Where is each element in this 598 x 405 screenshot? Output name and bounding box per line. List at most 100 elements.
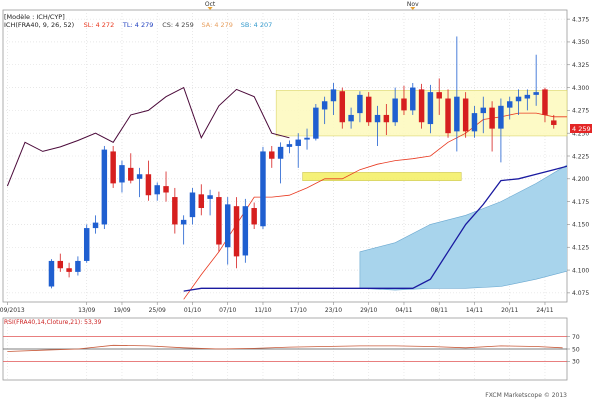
rsi-y-tick-label: 30 [572,359,580,366]
candle-body [189,192,196,218]
x-tick-label: 04/11 [395,307,412,314]
month-label: Nov [407,1,419,8]
candle-body [357,94,363,114]
x-tick-label: 08/11 [431,307,448,314]
candle-body [286,144,293,147]
y-tick-label: 4.150 [572,222,589,229]
candle-body [101,149,108,225]
month-marker-icon [410,7,416,10]
y-tick-label: 4.375 [572,16,589,23]
credit-text: FXCM Marketscope © 2013 [485,392,567,399]
y-tick-label: 4.350 [572,39,589,46]
month-marker-icon [207,7,213,10]
x-tick-label: 07/10 [219,307,236,314]
candle-body [410,87,416,111]
month-label: Oct [205,1,216,8]
candle-body [471,113,478,132]
candle-body [383,114,390,123]
candle-body [172,197,178,225]
rsi-y-tick-label: 70 [572,334,580,341]
candle-body [365,96,372,123]
x-tick-label: 25/09 [149,307,166,314]
candle-body [224,204,231,248]
x-tick-label: 17/10 [290,307,307,314]
candle-body [163,186,169,193]
y-tick-label: 4.175 [572,199,589,206]
candle-body [339,91,346,123]
candle-body [145,174,152,196]
candle-body [480,107,487,114]
candle-body [436,92,442,99]
legend-item: SL: 4 272 [84,21,115,29]
candle-body [524,94,531,99]
x-tick-label: 24/11 [536,307,553,314]
tenkan-sen-line [183,112,567,300]
candle-body [75,260,81,272]
candle-body [374,114,381,123]
x-tick-label: 02/09/2013 [0,307,25,314]
legend-item: SB: 4 207 [241,21,272,29]
candle-body [110,151,116,184]
candle-body [128,167,134,181]
candle-body [92,222,99,229]
kijun-sen-line [183,165,567,292]
candle-body [330,89,337,102]
candle-body [401,98,407,111]
candle-body [119,165,125,183]
candle-body [321,101,328,110]
legend-item: CS: 4 259 [162,21,194,29]
candle-body [48,260,55,287]
candle-body [66,268,72,272]
candle-body [216,197,222,245]
rsi-line [7,344,563,352]
price-label-text: 4 259 [572,125,591,133]
candle-body [489,107,495,129]
y-tick-label: 4.300 [572,85,589,92]
candle-body [269,151,275,159]
candle-body [533,92,539,95]
price-label-box [570,124,592,133]
x-tick-label: 14/11 [466,307,483,314]
x-tick-label: 11/10 [254,307,271,314]
legend-item: TL: 4 279 [122,21,153,29]
candle-body [180,219,187,225]
x-tick-label: 23/10 [325,307,342,314]
candle-body [445,98,451,134]
candle-body [313,107,319,139]
candle-body [427,92,434,125]
candle-body [462,98,469,132]
candle-body [233,206,240,257]
candle-body [348,114,354,122]
y-tick-label: 4.075 [572,290,589,297]
price-label: 4 259 [570,124,592,133]
rsi-y-tick-label: 50 [572,346,580,353]
legend: [Modèle : ICH/CYP] ICH(FRA40, 9, 26, 52)… [4,13,272,29]
y-tick-label: 4.225 [572,153,589,160]
candle-body [136,174,143,179]
candle-body [251,208,257,225]
candle-body [207,195,213,199]
y-tick-label: 4.275 [572,108,589,115]
candle-body [57,260,64,269]
candle-body [515,96,522,102]
candle-body [154,185,160,195]
y-tick-label: 4.325 [572,62,589,69]
candle-body [542,89,548,115]
chikou-span-line [6,86,290,187]
y-tick-label: 4.200 [572,176,589,183]
y-tick-label: 4.125 [572,245,589,252]
legend-model: [Modèle : ICH/CYP] [4,13,65,21]
candle-body [198,194,205,209]
x-tick-label: 01/10 [184,307,201,314]
candle-body [506,101,513,108]
candle-body [242,206,249,256]
candle-body [295,139,301,146]
candle-body [551,120,557,125]
candle-body [83,228,90,261]
candle-body [392,98,398,123]
candle-body [260,151,266,227]
rsi-legend: RSI(FRA40,14,Cloture,21): 53,39 [4,319,102,326]
candle-body [454,96,460,132]
legend-indicator: ICH(FRA40, 9, 26, 52) [4,21,74,29]
